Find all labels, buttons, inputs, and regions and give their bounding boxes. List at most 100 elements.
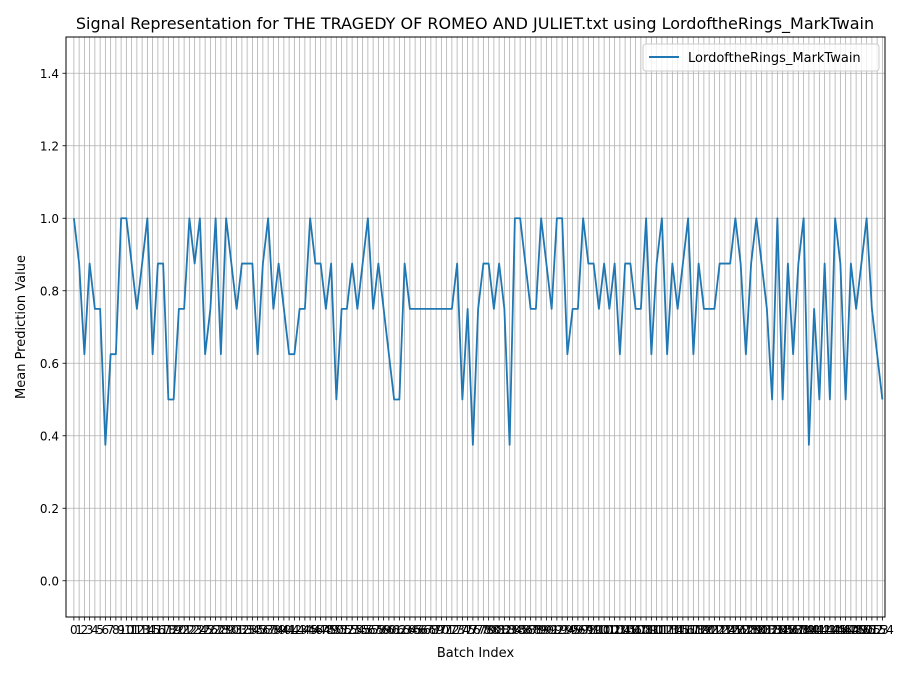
- x-tick-label: 31: [229, 623, 244, 637]
- y-tick-label: 1.2: [40, 139, 59, 153]
- x-tick-label: 12: [129, 623, 144, 637]
- x-tick-label: 142: [808, 623, 831, 637]
- x-tick-label: 42: [287, 623, 302, 637]
- x-tick-label: 92: [549, 623, 564, 637]
- x-tick-label: 24: [192, 623, 207, 637]
- x-tick-label: 141: [803, 623, 826, 637]
- x-tick-label: 36: [255, 623, 270, 637]
- x-tick-label: 62: [392, 623, 407, 637]
- axis-ticks: 0123456789101112131415161718192021222324…: [40, 67, 894, 637]
- x-tick-label: 54: [350, 623, 365, 637]
- series-layer: [72, 217, 884, 446]
- x-tick-label: 17: [155, 623, 170, 637]
- x-tick-label: 101: [593, 623, 616, 637]
- x-tick-label: 122: [703, 623, 726, 637]
- x-tick-label: 118: [682, 623, 705, 637]
- x-tick-label: 95: [565, 623, 580, 637]
- x-tick-label: 68: [423, 623, 438, 637]
- x-tick-label: 39: [271, 623, 286, 637]
- x-tick-label: 85: [512, 623, 527, 637]
- x-tick-label: 87: [523, 623, 538, 637]
- x-tick-label: 14: [140, 623, 155, 637]
- x-tick-label: 84: [507, 623, 522, 637]
- x-tick-label: 151: [855, 623, 878, 637]
- x-tick-label: 146: [829, 623, 852, 637]
- x-tick-label: 123: [708, 623, 731, 637]
- x-tick-label: 71: [439, 623, 454, 637]
- x-tick-label: 66: [413, 623, 428, 637]
- x-tick-label: 72: [444, 623, 459, 637]
- x-tick-label: 89: [533, 623, 548, 637]
- x-tick-label: 149: [845, 623, 868, 637]
- x-tick-label: 59: [376, 623, 391, 637]
- x-tick-label: 23: [187, 623, 202, 637]
- x-tick-label: 153: [866, 623, 889, 637]
- legend-label: LordoftheRings_MarkTwain: [688, 51, 861, 66]
- x-tick-label: 132: [755, 623, 778, 637]
- x-tick-label: 128: [734, 623, 757, 637]
- x-tick-label: 20: [171, 623, 186, 637]
- x-tick-label: 140: [797, 623, 820, 637]
- x-tick-label: 52: [339, 623, 354, 637]
- x-tick-label: 104: [608, 623, 631, 637]
- x-tick-label: 21: [176, 623, 191, 637]
- x-tick-label: 133: [761, 623, 784, 637]
- x-tick-label: 86: [518, 623, 533, 637]
- x-tick-label: 2: [81, 623, 89, 637]
- plot-frame: [65, 36, 886, 618]
- y-axis-label: Mean Prediction Value: [14, 255, 29, 399]
- x-tick-label: 16: [150, 623, 165, 637]
- x-tick-label: 49: [323, 623, 338, 637]
- x-tick-label: 93: [554, 623, 569, 637]
- x-tick-label: 37: [260, 623, 275, 637]
- x-tick-label: 109: [635, 623, 658, 637]
- x-tick-label: 114: [661, 623, 684, 637]
- x-tick-label: 134: [766, 623, 789, 637]
- x-tick-label: 97: [575, 623, 590, 637]
- legend-box: [642, 43, 880, 72]
- x-tick-label: 80: [486, 623, 501, 637]
- x-tick-label: 22: [182, 623, 197, 637]
- x-tick-label: 135: [771, 623, 794, 637]
- x-tick-label: 19: [166, 623, 181, 637]
- x-tick-label: 125: [719, 623, 742, 637]
- x-tick-label: 50: [329, 623, 344, 637]
- x-tick-label: 116: [671, 623, 694, 637]
- x-tick-label: 13: [134, 623, 149, 637]
- x-tick-label: 51: [334, 623, 349, 637]
- x-tick-label: 8: [112, 623, 120, 637]
- x-tick-label: 57: [365, 623, 380, 637]
- legend: LordoftheRings_MarkTwain: [642, 43, 880, 72]
- x-tick-label: 119: [687, 623, 710, 637]
- x-tick-label: 64: [402, 623, 417, 637]
- x-tick-label: 96: [570, 623, 585, 637]
- x-tick-label: 77: [470, 623, 485, 637]
- x-tick-label: 28: [213, 623, 228, 637]
- x-tick-label: 60: [381, 623, 396, 637]
- x-tick-label: 88: [528, 623, 543, 637]
- x-tick-label: 121: [698, 623, 721, 637]
- x-tick-label: 117: [677, 623, 700, 637]
- x-tick-label: 41: [281, 623, 296, 637]
- x-tick-label: 27: [208, 623, 223, 637]
- x-tick-label: 110: [640, 623, 663, 637]
- x-tick-label: 15: [145, 623, 160, 637]
- x-tick-label: 3: [86, 623, 94, 637]
- x-tick-label: 138: [787, 623, 810, 637]
- x-tick-label: 124: [713, 623, 736, 637]
- x-tick-label: 79: [481, 623, 496, 637]
- x-tick-label: 69: [428, 623, 443, 637]
- y-tick-label: 0.6: [40, 357, 59, 371]
- x-tick-label: 48: [318, 623, 333, 637]
- x-tick-label: 9: [117, 623, 125, 637]
- x-tick-label: 4: [91, 623, 99, 637]
- x-tick-label: 107: [624, 623, 647, 637]
- x-tick-label: 91: [544, 623, 559, 637]
- x-tick-label: 46: [308, 623, 323, 637]
- x-tick-label: 78: [476, 623, 491, 637]
- x-tick-label: 129: [740, 623, 763, 637]
- x-tick-label: 76: [465, 623, 480, 637]
- x-tick-label: 5: [96, 623, 104, 637]
- series-line: [72, 217, 884, 446]
- x-tick-label: 6: [102, 623, 110, 637]
